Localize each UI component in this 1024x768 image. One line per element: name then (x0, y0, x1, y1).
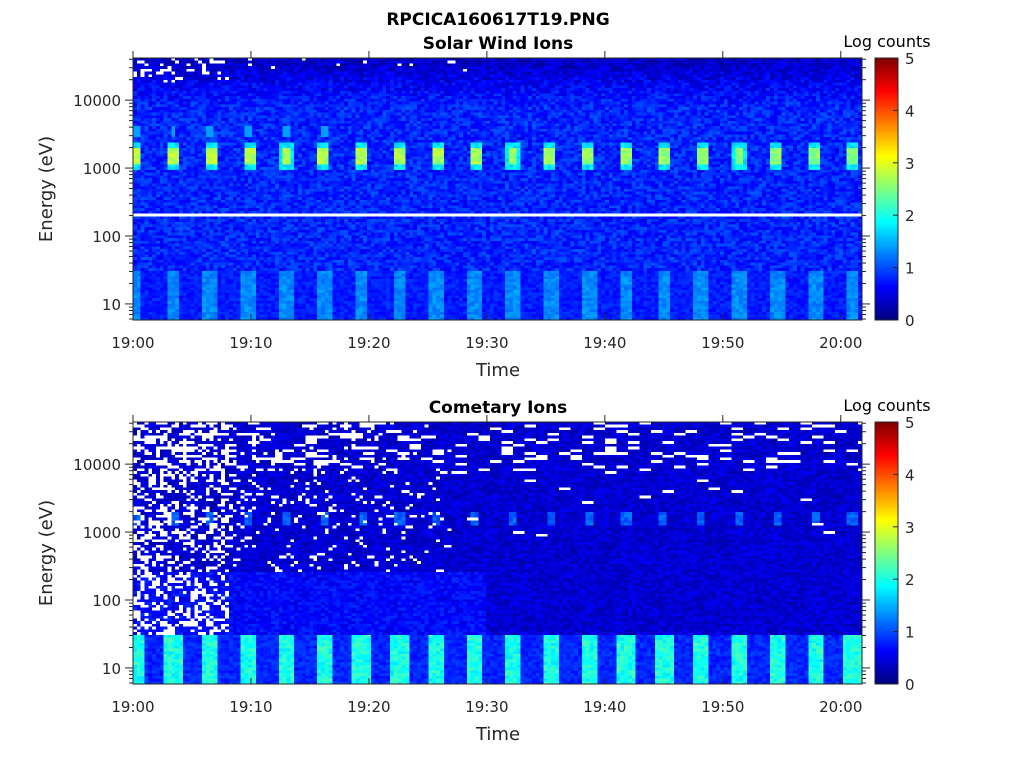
colorbar-tick-label: 0 (905, 676, 915, 694)
panel-title: Solar Wind Ions (423, 34, 574, 54)
colorbar-label: Log counts (843, 32, 930, 51)
x-axis-label: Time (475, 724, 520, 745)
y-axis-label: Energy (eV) (36, 500, 57, 606)
x-tick-label: 19:40 (583, 698, 626, 716)
y-tick-label: 100 (92, 228, 121, 246)
colorbar-frame (874, 421, 899, 685)
colorbar-tick-label: 1 (905, 624, 915, 642)
x-tick-label: 19:50 (701, 334, 744, 352)
x-tick-label: 19:50 (701, 698, 744, 716)
plot-frame (132, 57, 863, 321)
x-tick-label: 19:20 (347, 334, 390, 352)
y-tick-label: 1000 (83, 160, 121, 178)
x-tick-label: 19:30 (465, 698, 508, 716)
x-tick-label: 19:00 (111, 334, 154, 352)
x-tick-label: 19:30 (465, 334, 508, 352)
colorbar-tick-label: 4 (905, 466, 915, 484)
colorbar-tick-label: 4 (905, 102, 915, 120)
panel-title: Cometary Ions (429, 398, 568, 418)
x-axis-label: Time (475, 360, 520, 381)
y-tick-label: 100 (92, 592, 121, 610)
x-tick-label: 19:10 (229, 698, 272, 716)
colorbar-solar (875, 58, 898, 320)
colorbar-tick-label: 5 (905, 50, 915, 68)
y-tick-label: 10 (102, 660, 121, 678)
x-tick-label: 20:00 (819, 698, 862, 716)
colorbar-label: Log counts (843, 396, 930, 415)
colorbar-tick-label: 2 (905, 571, 915, 589)
y-tick-label: 10000 (73, 456, 121, 474)
x-tick-label: 19:10 (229, 334, 272, 352)
y-axis-label: Energy (eV) (36, 136, 57, 242)
cometary-ions-spectrogram (133, 422, 862, 684)
y-tick-label: 1000 (83, 524, 121, 542)
x-tick-label: 20:00 (819, 334, 862, 352)
plot-frame (132, 421, 863, 685)
y-tick-label: 10000 (73, 92, 121, 110)
x-tick-label: 19:00 (111, 698, 154, 716)
colorbar-tick-label: 2 (905, 207, 915, 225)
colorbar-tick-label: 3 (905, 519, 915, 537)
colorbar-tick-label: 1 (905, 260, 915, 278)
x-tick-label: 19:40 (583, 334, 626, 352)
colorbar-tick-label: 5 (905, 414, 915, 432)
colorbar-tick-label: 0 (905, 312, 915, 330)
figure-title: RPCICA160617T19.PNG (386, 10, 609, 30)
colorbar-frame (874, 57, 899, 321)
colorbar-tick-label: 3 (905, 155, 915, 173)
panel-solar-wind: Solar Wind Ions Time Energy (eV) Log cou… (36, 32, 931, 381)
y-tick-label: 10 (102, 296, 121, 314)
panel-cometary-ions: Cometary Ions Time Energy (eV) Log count… (36, 396, 931, 745)
colorbar-cometary (875, 422, 898, 684)
solar-wind-spectrogram (133, 58, 862, 320)
x-tick-label: 19:20 (347, 698, 390, 716)
